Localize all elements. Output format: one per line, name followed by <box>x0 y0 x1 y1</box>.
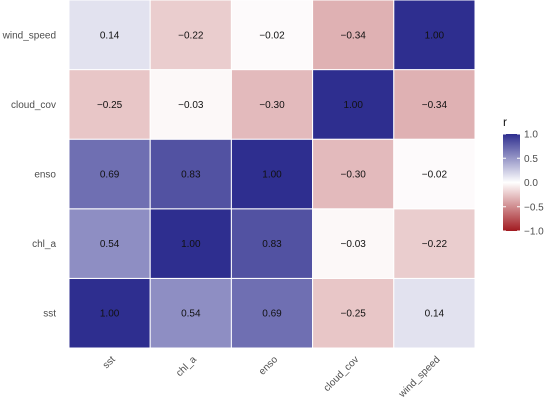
y-tick-label: chl_a <box>32 239 56 250</box>
heatmap-cell-enso-wind_speed <box>393 138 476 210</box>
cell-value-label: 1.00 <box>262 170 282 181</box>
heatmap-cell-chl_a-chl_a <box>149 208 232 279</box>
x-tick-label: wind_speed <box>396 354 442 400</box>
y-tick-label: cloud_cov <box>11 100 56 111</box>
legend-ticks: 1.0 0.5 0.0 −0.5 −1.0 <box>503 130 544 238</box>
cell-value-label: 1.00 <box>343 100 363 111</box>
y-tick-label: sst <box>43 309 56 320</box>
cell-value-label: 1.00 <box>181 239 201 250</box>
cell-value-label: 0.14 <box>100 30 120 41</box>
x-tick-label: chl_a <box>174 354 199 379</box>
heatmap-cell-sst-wind_speed <box>393 277 476 349</box>
heatmap-cell-cloud_cov-cloud_cov <box>312 69 395 140</box>
cell-value-label: 0.83 <box>262 239 282 250</box>
cell-value-label: 0.69 <box>262 309 282 320</box>
heatmap-cell-enso-enso <box>230 138 314 210</box>
cell-value-label: 0.14 <box>425 309 445 320</box>
heatmap-cell-chl_a-cloud_cov <box>312 208 395 279</box>
heatmap-cell-sst-cloud_cov <box>312 277 395 349</box>
cell-value-label: −0.34 <box>422 100 448 111</box>
cell-value-label: 0.54 <box>181 309 201 320</box>
heatmap-cell-wind_speed-wind_speed <box>393 0 476 71</box>
heatmap-cell-cloud_cov-wind_speed <box>393 69 476 140</box>
cell-value-label: −0.30 <box>259 100 285 111</box>
y-tick-label: wind_speed <box>2 30 56 41</box>
y-axis-tick-labels: sst chl_a enso cloud_cov wind_speed <box>2 30 57 319</box>
heatmap-cell-sst-sst <box>68 277 151 349</box>
heatmap-cell-chl_a-sst <box>68 208 151 279</box>
y-tick-label: enso <box>34 170 56 181</box>
heatmap-cell-cloud_cov-enso <box>230 69 314 140</box>
x-tick-label: cloud_cov <box>322 354 362 394</box>
x-tick-label: sst <box>101 354 118 371</box>
heatmap-cell-wind_speed-sst <box>68 0 151 71</box>
color-legend: r 1.0 0.5 0.0 −0.5 −1.0 <box>503 115 544 238</box>
cell-value-label: 0.69 <box>100 170 120 181</box>
cell-value-label: 0.83 <box>181 170 201 181</box>
cell-value-label: −0.03 <box>178 100 204 111</box>
cell-value-label: −0.02 <box>422 170 448 181</box>
heatmap-cells <box>68 0 476 349</box>
legend-colorbar <box>503 134 520 231</box>
legend-tick-label: 0.0 <box>524 178 538 189</box>
cell-value-label: −0.22 <box>422 239 448 250</box>
cell-value-label: 1.00 <box>100 309 120 320</box>
heatmap-cell-sst-chl_a <box>149 277 232 349</box>
legend-tick-label: 1.0 <box>524 130 538 141</box>
legend-tick-label: 0.5 <box>524 154 538 165</box>
heatmap-cell-cloud_cov-sst <box>68 69 151 140</box>
cell-value-label: 0.54 <box>100 239 120 250</box>
cell-value-label: −0.25 <box>341 309 367 320</box>
legend-tick-label: −1.0 <box>524 227 544 238</box>
x-axis-tick-labels: sst chl_a enso cloud_cov wind_speed <box>101 354 443 401</box>
cell-value-label: −0.34 <box>341 30 367 41</box>
legend-title: r <box>503 115 507 129</box>
cell-value-label: −0.22 <box>178 30 204 41</box>
heatmap-cell-enso-chl_a <box>149 138 232 210</box>
cell-value-label: −0.03 <box>341 239 367 250</box>
x-tick-label: enso <box>257 354 280 377</box>
legend-tick-label: −0.5 <box>524 202 544 213</box>
cell-value-label: 1.00 <box>425 30 445 41</box>
heatmap-cell-wind_speed-chl_a <box>149 0 232 71</box>
cell-value-label: −0.02 <box>259 30 285 41</box>
heatmap-cell-chl_a-wind_speed <box>393 208 476 279</box>
heatmap-cell-cloud_cov-chl_a <box>149 69 232 140</box>
cell-value-label: −0.30 <box>341 170 367 181</box>
cell-value-label: −0.25 <box>97 100 123 111</box>
heatmap-cell-labels: 1.00 0.54 0.69 −0.25 0.14 0.54 1.00 0.83 −0.03 −0… <box>97 30 448 319</box>
heatmap-cell-chl_a-enso <box>230 208 314 279</box>
